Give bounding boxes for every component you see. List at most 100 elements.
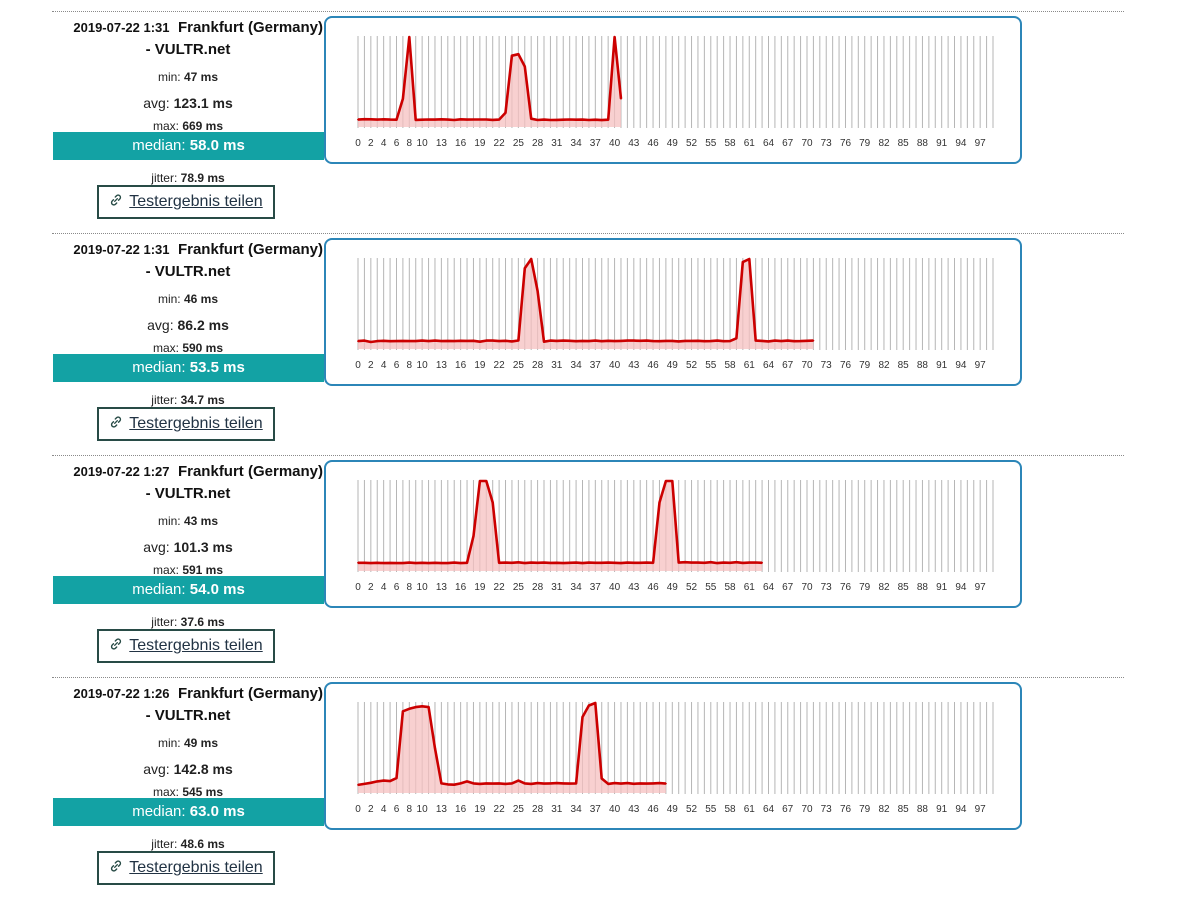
data-point	[658, 501, 661, 504]
data-point	[414, 706, 417, 708]
test-date: 2019-07-22 1:26	[73, 686, 170, 701]
data-point	[581, 562, 584, 564]
data-point	[421, 705, 423, 708]
x-tick-label: 0	[355, 360, 361, 371]
data-point	[466, 780, 468, 783]
x-tick-label: 82	[878, 138, 890, 149]
data-point	[729, 340, 731, 342]
data-point	[780, 340, 783, 342]
data-point	[530, 783, 533, 785]
x-tick-label: 85	[898, 582, 910, 593]
max-value: 590 ms	[182, 341, 224, 355]
share-result-button[interactable]: Testergebnis teilen	[97, 407, 275, 441]
data-point	[427, 340, 430, 342]
avg-label: avg:	[143, 539, 170, 555]
data-point	[504, 561, 507, 564]
data-point	[440, 340, 443, 342]
x-tick-label: 67	[782, 360, 794, 371]
data-point	[658, 782, 661, 784]
data-point	[414, 119, 417, 121]
x-tick-label: 22	[494, 582, 506, 593]
x-tick-label: 52	[686, 582, 698, 593]
data-point	[806, 339, 808, 342]
x-tick-label: 64	[763, 360, 775, 371]
median-value: 58.0 ms	[189, 137, 245, 154]
latency-chart-svg: 0 2 4 6 8 10 13 16 19 22 25 28 31 34 37 40 43 46 49 52 55 58 6…	[355, 701, 994, 815]
data-point	[434, 561, 436, 564]
x-tick-label: 88	[917, 582, 929, 593]
x-tick-label: 13	[436, 360, 448, 371]
data-point	[568, 782, 571, 785]
x-tick-label: 25	[513, 138, 525, 149]
data-point	[626, 561, 629, 564]
max-value: 545 ms	[182, 785, 224, 799]
x-tick-label: 16	[455, 360, 467, 371]
x-tick-label: 4	[381, 138, 387, 149]
data-point	[594, 339, 597, 342]
data-point	[402, 710, 404, 713]
data-point	[389, 780, 391, 782]
test-provider: - VULTR.net	[145, 485, 231, 502]
x-tick-label: 91	[936, 804, 948, 815]
avg-label: avg:	[143, 95, 170, 111]
x-tick-label: 55	[705, 582, 717, 593]
data-point	[434, 118, 436, 121]
data-point	[485, 480, 488, 482]
data-point	[639, 561, 642, 564]
data-point	[761, 561, 763, 564]
latency-chart-svg: 0 2 4 6 8 10 13 16 19 22 25 28 31 34 37 40 43 46 49 52 55 58 6…	[355, 479, 994, 593]
data-point	[376, 118, 379, 121]
data-point	[562, 562, 565, 564]
median-label: median:	[132, 581, 186, 598]
data-point	[748, 258, 751, 260]
data-point	[530, 258, 533, 260]
data-point	[600, 777, 603, 780]
test-location: Frankfurt (Germany)	[177, 19, 323, 36]
median-value: 63.0 ms	[189, 803, 245, 820]
data-point	[453, 119, 456, 121]
x-tick-label: 82	[878, 582, 890, 593]
data-point	[600, 119, 603, 121]
data-point	[613, 36, 616, 38]
max-label: max:	[152, 785, 179, 799]
share-result-button[interactable]: Testergebnis teilen	[97, 185, 275, 219]
x-tick-label: 25	[513, 804, 525, 815]
share-result-button[interactable]: Testergebnis teilen	[97, 851, 275, 885]
x-tick-label: 2	[368, 360, 374, 371]
data-point	[536, 290, 539, 292]
x-tick-label: 94	[955, 360, 967, 371]
x-tick-label: 40	[609, 138, 621, 149]
jitter-stat: jitter: 34.7 ms	[53, 393, 323, 407]
x-tick-label: 88	[917, 138, 929, 149]
data-point	[491, 119, 494, 121]
data-point	[402, 562, 404, 564]
data-point	[382, 562, 385, 564]
data-point	[459, 562, 462, 564]
share-result-button[interactable]: Testergebnis teilen	[97, 629, 275, 663]
data-point	[395, 340, 398, 342]
data-point	[665, 782, 667, 785]
avg-value: 123.1 ms	[173, 95, 233, 111]
data-point	[511, 782, 513, 785]
data-point	[498, 782, 500, 785]
data-point	[684, 561, 686, 564]
avg-stat: avg: 142.8 ms	[53, 761, 323, 777]
x-tick-label: 70	[801, 360, 813, 371]
data-point	[408, 561, 411, 564]
data-point	[684, 340, 686, 342]
data-point	[517, 779, 520, 782]
x-tick-label: 67	[782, 582, 794, 593]
data-point	[632, 561, 635, 564]
x-tick-label: 31	[551, 360, 563, 371]
test-location: Frankfurt (Germany)	[177, 685, 323, 702]
data-point	[402, 340, 404, 342]
data-point	[697, 339, 699, 342]
data-point	[568, 561, 571, 564]
data-point	[523, 782, 526, 785]
x-tick-label: 97	[975, 360, 987, 371]
x-tick-label: 31	[551, 138, 563, 149]
data-point	[690, 561, 693, 564]
data-point	[562, 118, 565, 121]
data-point	[543, 561, 545, 564]
data-point	[530, 117, 533, 120]
